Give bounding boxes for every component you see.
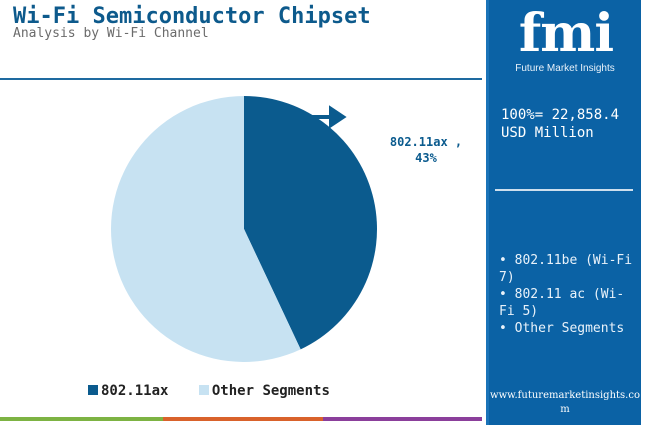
fmi-logo: fmi	[518, 3, 614, 64]
legend-swatch-802-11ax	[88, 385, 98, 395]
total-value: 100%= 22,858.4	[501, 107, 620, 123]
panel-divider	[495, 189, 633, 191]
pie-slice-other-segments	[111, 96, 301, 362]
annotation-arrow-icon	[303, 105, 347, 129]
total-unit: USD Million	[501, 125, 594, 141]
segment-list: • 802.11be (Wi-Fi 7) • 802.11 ac (Wi-Fi …	[499, 252, 635, 337]
segment-item: • Other Segments	[499, 321, 625, 336]
slice-annotation-label: 802.11ax ,	[390, 135, 462, 149]
legend-label-other-segments: Other Segments	[211, 383, 330, 399]
footer-color-bar	[0, 417, 482, 421]
side-panel: fmi Future Market Insights 100%= 22,858.…	[486, 0, 641, 425]
chart-subtitle: Analysis by Wi-Fi Channel	[13, 26, 209, 41]
footer-bar-purple	[323, 417, 482, 421]
logo-subtitle: Future Market Insights	[515, 63, 615, 74]
website-link[interactable]: www.futuremarketinsights.com	[490, 390, 640, 415]
segment-item: • 802.11be (Wi-Fi 7)	[499, 253, 633, 285]
slice-annotation-value: 43%	[415, 151, 437, 165]
pie-chart: 802.11ax , 43%	[111, 96, 462, 362]
footer-bar-green	[0, 417, 163, 421]
chart-title: Wi-Fi Semiconductor Chipset	[13, 4, 371, 29]
legend-label-802-11ax: 802.11ax	[101, 383, 169, 399]
legend-item-802-11ax: 802.11ax	[88, 383, 168, 399]
footer-bar-orange	[163, 417, 323, 421]
header-divider	[0, 78, 482, 80]
market-total: 100%= 22,858.4 USD Million	[501, 106, 637, 142]
segment-item: • 802.11 ac (Wi-Fi 5)	[499, 287, 625, 319]
pie-slice-802-11ax	[244, 96, 378, 350]
legend-swatch-other-segments	[198, 385, 209, 395]
chart-legend: 802.11ax Other Segments	[88, 383, 352, 399]
legend-item-other-segments: Other Segments	[198, 383, 330, 399]
